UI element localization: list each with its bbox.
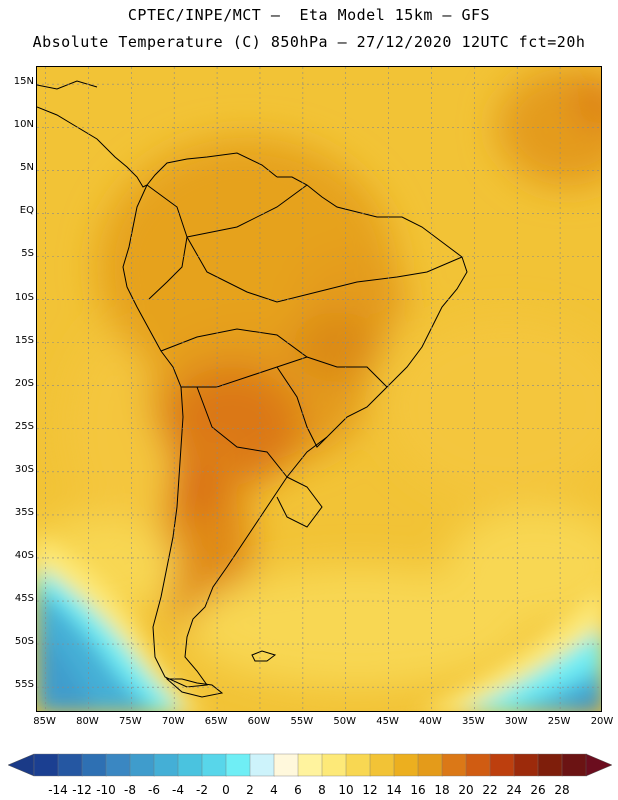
- colorbar-left-arrow: [7, 753, 35, 777]
- colorbar-swatch: [81, 753, 107, 777]
- lat-tick-label: 50S: [14, 636, 34, 648]
- colorbar-swatch: [537, 753, 563, 777]
- lat-tick-label: 25S: [14, 420, 34, 432]
- lat-tick-label: 10S: [14, 291, 34, 303]
- colorbar-swatch: [201, 753, 227, 777]
- colorbar-tick-label: -8: [124, 783, 136, 797]
- colorbar-tick-label: 10: [338, 783, 354, 797]
- colorbar-tick-label: 16: [410, 783, 426, 797]
- map-canvas: [37, 67, 601, 711]
- colorbar-tick-label: 28: [554, 783, 570, 797]
- lat-tick-label: 35S: [14, 506, 34, 518]
- colorbar-tick-label: 12: [362, 783, 378, 797]
- lon-tick-label: 60W: [247, 716, 271, 727]
- colorbar-tick-label: -6: [148, 783, 160, 797]
- colorbar-tick-label: 0: [222, 783, 230, 797]
- colorbar-swatch: [105, 753, 131, 777]
- colorbar-tick-label: -12: [72, 783, 92, 797]
- colorbar-tick-label: 8: [318, 783, 326, 797]
- colorbar-tick-label: -2: [196, 783, 208, 797]
- colorbar-tick-label: -10: [96, 783, 116, 797]
- colorbar-swatch: [369, 753, 395, 777]
- colorbar-tick-label: 18: [434, 783, 450, 797]
- colorbar-swatch: [33, 753, 59, 777]
- lat-tick-label: 5N: [20, 162, 34, 174]
- colorbar-swatch: [345, 753, 371, 777]
- colorbar-tick-label: 26: [530, 783, 546, 797]
- lon-tick-label: 35W: [462, 716, 485, 727]
- lon-tick-label: 50W: [333, 716, 357, 727]
- colorbar-swatch: [561, 753, 587, 777]
- colorbar-swatch: [417, 753, 443, 777]
- chart-title-line2: Absolute Temperature (C) 850hPa — 27/12/…: [32, 33, 586, 51]
- colorbar-swatch: [489, 753, 515, 777]
- lat-tick-label: 15S: [14, 334, 34, 346]
- colorbar-swatch: [249, 753, 275, 777]
- colorbar-tick-label: -4: [172, 783, 184, 797]
- temperature-field: [37, 67, 601, 687]
- colorbar-tick-label: 2: [246, 783, 254, 797]
- colorbar: [7, 753, 613, 777]
- colorbar-swatch: [57, 753, 83, 777]
- lat-tick-label: 40S: [14, 549, 34, 561]
- lon-tick-label: 75W: [119, 716, 142, 727]
- colorbar-swatch: [273, 753, 299, 777]
- lon-tick-label: 25W: [547, 716, 571, 727]
- colorbar-swatch: [393, 753, 419, 777]
- colorbar-tick-label: 6: [294, 783, 302, 797]
- lon-tick-label: 65W: [204, 716, 228, 727]
- colorbar-tick-label: -14: [48, 783, 68, 797]
- lon-tick-label: 20W: [590, 716, 614, 727]
- colorbar-swatch: [177, 753, 203, 777]
- lon-tick-label: 80W: [76, 716, 99, 727]
- colorbar-right-arrow: [585, 753, 613, 777]
- lat-tick-label: EQ: [19, 205, 34, 217]
- lon-tick-label: 40W: [419, 716, 442, 727]
- lat-tick-label: 15N: [13, 76, 34, 88]
- colorbar-swatch: [153, 753, 179, 777]
- colorbar-tick-label: 24: [506, 783, 522, 797]
- lat-tick-label: 45S: [14, 593, 34, 605]
- lon-tick-label: 55W: [290, 716, 314, 727]
- chart-title-line1: CPTEC/INPE/MCT — Eta Model 15km — GFS: [127, 6, 491, 24]
- lat-tick-label: 30S: [14, 463, 34, 475]
- lon-tick-label: 70W: [161, 716, 185, 727]
- lon-tick-label: 85W: [33, 716, 56, 727]
- colorbar-tick-label: 4: [270, 783, 278, 797]
- colorbar-swatch: [441, 753, 467, 777]
- colorbar-swatch: [465, 753, 491, 777]
- lat-tick-label: 10N: [13, 119, 34, 131]
- temperature-map: [36, 66, 602, 712]
- lon-tick-label: 45W: [376, 716, 399, 727]
- lon-tick-label: 30W: [504, 716, 528, 727]
- lat-tick-label: 55S: [14, 679, 34, 691]
- cold-field: [37, 537, 601, 711]
- colorbar-tick-label: 20: [458, 783, 474, 797]
- colorbar-tick-label: 14: [386, 783, 402, 797]
- colorbar-swatch: [129, 753, 155, 777]
- colorbar-tick-label: 22: [482, 783, 498, 797]
- lat-tick-label: 5S: [21, 248, 34, 260]
- lat-tick-label: 20S: [14, 377, 34, 389]
- graticule: [37, 67, 601, 711]
- colorbar-swatch: [225, 753, 251, 777]
- colorbar-swatch: [513, 753, 539, 777]
- colorbar-swatch: [321, 753, 347, 777]
- colorbar-swatch: [297, 753, 323, 777]
